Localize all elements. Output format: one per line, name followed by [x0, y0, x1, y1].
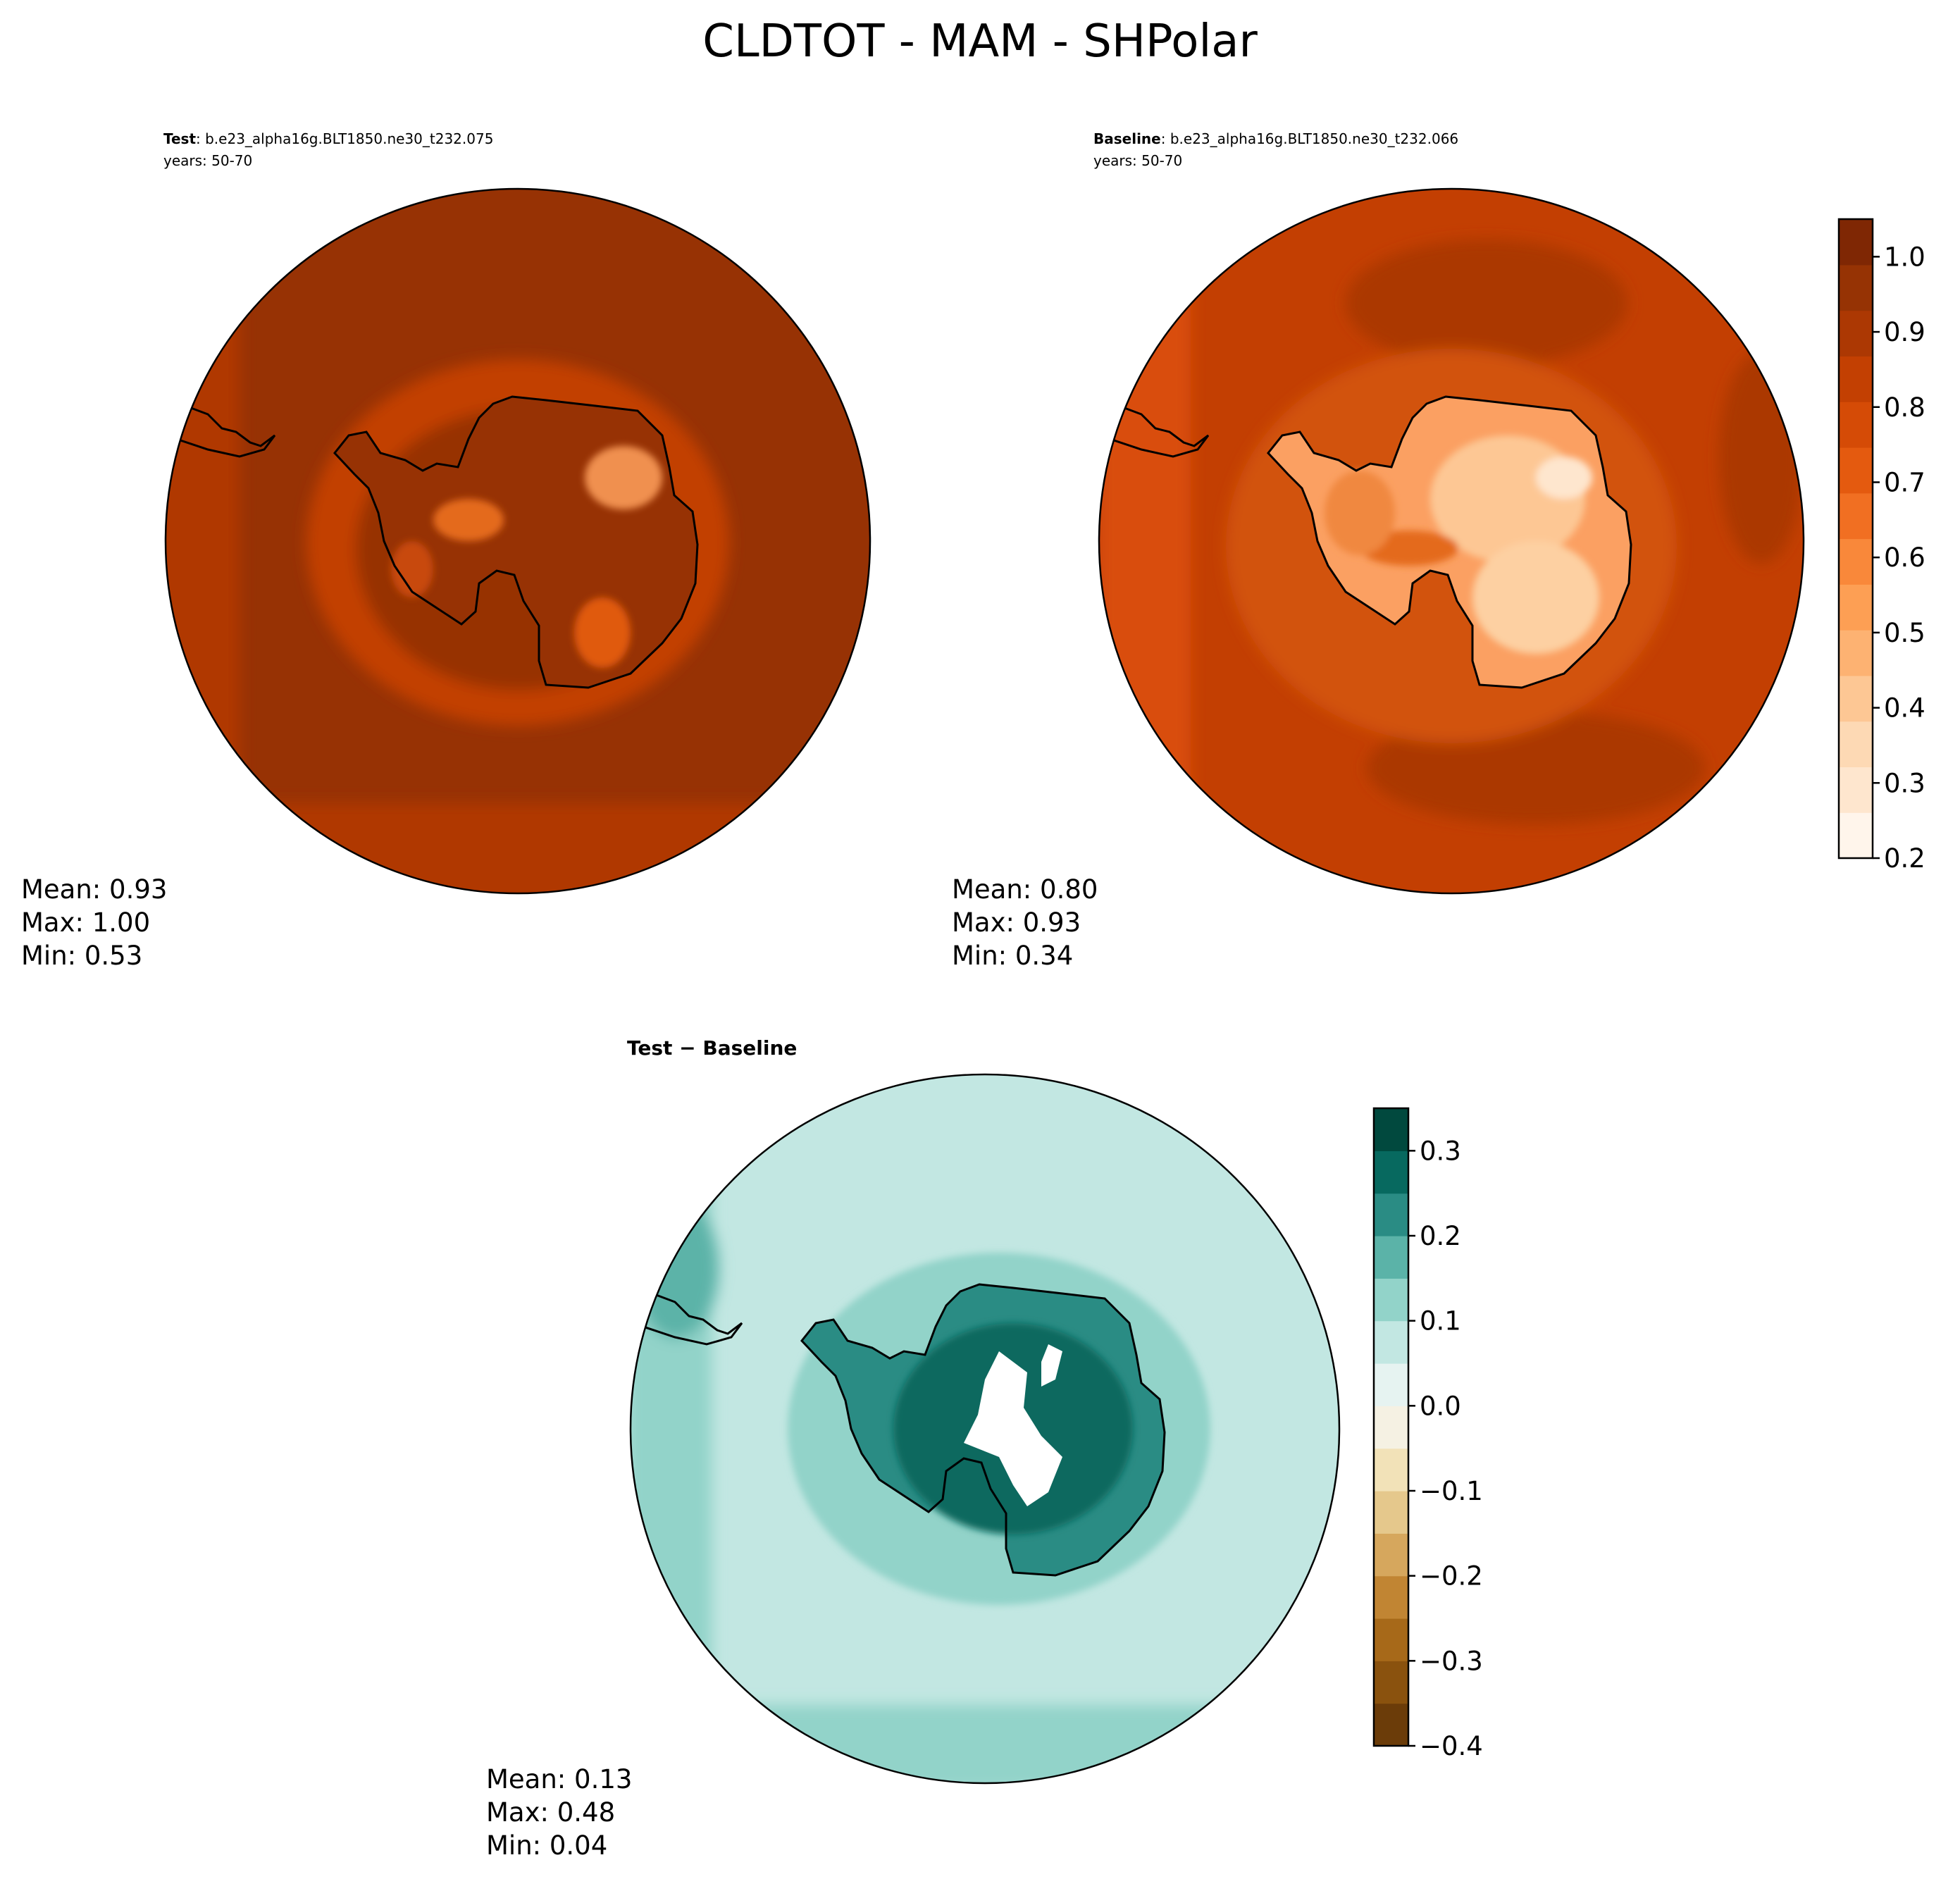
test-panel-years: years: 50-70	[163, 152, 252, 169]
diff-colorbar-frame	[1372, 1107, 1410, 1747]
main-colorbar-color-band	[1839, 767, 1873, 813]
diff-colorbar-tick-label: −0.4	[1420, 1731, 1483, 1761]
main-colorbar-tick-label: 0.8	[1884, 392, 1925, 423]
diff-colorbar-tick-label: 0.2	[1420, 1221, 1461, 1251]
diff-colorbar-color-band	[1374, 1661, 1408, 1704]
diff-map-border	[629, 1073, 1341, 1785]
main-colorbar-tick-label: 0.4	[1884, 693, 1925, 724]
test-panel-label: Test: b.e23_alpha16g.BLT1850.ne30_t232.0…	[163, 130, 493, 147]
baseline-stat-min: Min: 0.34	[952, 941, 1073, 971]
test-stat-min: Min: 0.53	[21, 941, 142, 971]
diff-stat-max: Max: 0.48	[486, 1797, 615, 1828]
diff-colorbar-tick-label: −0.3	[1420, 1646, 1483, 1676]
main-colorbar-color-band	[1839, 675, 1873, 722]
test-stat-max: Max: 1.00	[21, 907, 150, 938]
main-colorbar-tick-label: 0.3	[1884, 768, 1925, 798]
baseline-map-border	[1098, 187, 1805, 895]
main-colorbar-color-band	[1839, 538, 1873, 585]
diff-colorbar-color-band	[1374, 1491, 1408, 1534]
main-colorbar-tick-label: 0.9	[1884, 317, 1925, 347]
diff-colorbar-tick-label: 0.3	[1420, 1136, 1461, 1166]
baseline-stat-mean: Mean: 0.80	[952, 874, 1098, 905]
diff-map	[629, 1073, 1341, 1785]
test-map-border	[164, 187, 872, 895]
diff-colorbar-color-band	[1374, 1108, 1408, 1151]
main-colorbar-color-band	[1839, 264, 1873, 311]
main-colorbar-color-band	[1839, 356, 1873, 402]
main-colorbar-color-band	[1839, 402, 1873, 448]
diff-colorbar-color-band	[1374, 1151, 1408, 1194]
main-colorbar-color-band	[1839, 310, 1873, 356]
diff-colorbar-tick-label: −0.1	[1420, 1476, 1483, 1506]
main-colorbar-frame	[1837, 218, 1874, 860]
test-stat-mean: Mean: 0.93	[21, 874, 167, 905]
baseline-panel-years: years: 50-70	[1093, 152, 1182, 169]
main-colorbar-color-band	[1839, 492, 1873, 540]
diff-colorbar-color-band	[1374, 1533, 1408, 1577]
diff-stat-mean: Mean: 0.13	[486, 1764, 632, 1794]
main-colorbar-color-band	[1839, 584, 1873, 631]
baseline-map	[1098, 187, 1805, 895]
diff-colorbar-color-band	[1374, 1618, 1408, 1661]
diff-colorbar-color-band	[1374, 1278, 1408, 1322]
baseline-panel-label: Baseline: b.e23_alpha16g.BLT1850.ne30_t2…	[1093, 130, 1458, 147]
diff-colorbar-tick-label: 0.0	[1420, 1391, 1461, 1421]
diff-stat-min: Min: 0.04	[486, 1830, 607, 1861]
main-colorbar-tick-label: 0.5	[1884, 618, 1925, 648]
main-colorbar-color-band	[1839, 447, 1873, 494]
figure-title: CLDTOT - MAM - SHPolar	[702, 15, 1258, 68]
diff-colorbar-tick-label: 0.1	[1420, 1306, 1461, 1337]
main-colorbar-tick-label: 0.6	[1884, 542, 1925, 573]
main-colorbar-color-band	[1839, 721, 1873, 768]
main-colorbar: 0.2 0.3 0.4 0.5 0.6 0.7 0.8 0.9 1.0	[1837, 218, 1925, 874]
diff-colorbar-tick-label: −0.2	[1420, 1561, 1483, 1592]
baseline-stat-max: Max: 0.93	[952, 907, 1081, 938]
test-map	[164, 187, 872, 895]
main-colorbar-tick-label: 1.0	[1884, 242, 1925, 272]
diff-colorbar-color-band	[1374, 1236, 1408, 1279]
diff-colorbar-color-band	[1374, 1448, 1408, 1492]
diff-panel-label: Test − Baseline	[627, 1036, 797, 1060]
diff-colorbar-color-band	[1374, 1363, 1408, 1406]
diff-colorbar: −0.4 −0.3 −0.2 −0.1 0.0 0.1 0.2 0.3	[1372, 1107, 1483, 1761]
main-colorbar-color-band	[1839, 812, 1873, 859]
main-colorbar-color-band	[1839, 219, 1873, 266]
main-colorbar-tick-label: 0.7	[1884, 467, 1925, 497]
diff-colorbar-color-band	[1374, 1703, 1408, 1747]
diff-colorbar-color-band	[1374, 1406, 1408, 1449]
main-colorbar-tick-label: 0.2	[1884, 843, 1925, 874]
main-colorbar-color-band	[1839, 630, 1873, 676]
diff-colorbar-color-band	[1374, 1575, 1408, 1619]
diff-colorbar-color-band	[1374, 1193, 1408, 1236]
diff-colorbar-color-band	[1374, 1320, 1408, 1364]
